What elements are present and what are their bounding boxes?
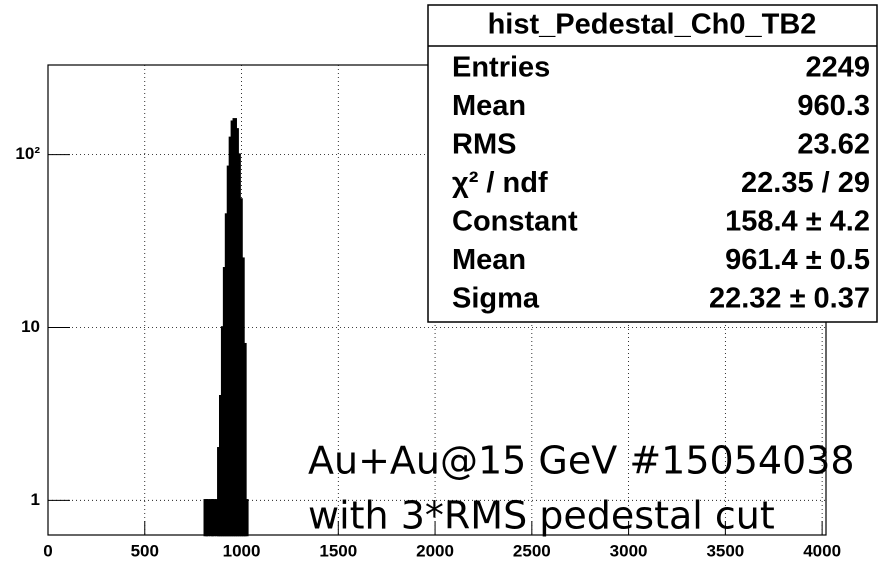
stats-value: 23.62: [797, 129, 870, 161]
stats-value: 960.3: [797, 90, 870, 122]
annotation: with 3*RMS pedestal cut: [308, 494, 775, 538]
annotation: Au+Au@15 GeV #15054038: [308, 439, 855, 483]
stats-title: hist_Pedestal_Ch0_TB2: [488, 9, 817, 41]
y-tick-label: 10²: [15, 144, 40, 163]
histogram-bar: [244, 499, 249, 537]
x-tick-label: 1000: [223, 541, 261, 560]
stats-label: χ² / ndf: [452, 167, 548, 199]
stats-value: 22.32 ± 0.37: [709, 283, 870, 315]
x-tick-label: 4000: [803, 541, 841, 560]
stats-box: [427, 4, 878, 323]
x-tick-label: 2500: [513, 541, 551, 560]
x-tick-label: 0: [43, 541, 52, 560]
stats-label: Entries: [452, 52, 550, 84]
stats-label: Mean: [452, 90, 526, 122]
stats-label: Constant: [452, 206, 578, 238]
stats-value: 158.4 ± 4.2: [725, 206, 870, 238]
stats-value: 961.4 ± 0.5: [725, 244, 870, 276]
x-tick-label: 3500: [706, 541, 744, 560]
stats-label: Sigma: [452, 283, 540, 315]
stats-label: Mean: [452, 244, 526, 276]
x-tick-label: 500: [131, 541, 159, 560]
stats-value: 2249: [805, 52, 870, 84]
x-tick-label: 3000: [610, 541, 648, 560]
histogram-bar: [211, 499, 216, 537]
x-tick-label: 1500: [319, 541, 357, 560]
y-tick-label: 10: [21, 317, 40, 336]
stats-value: 22.35 / 29: [741, 167, 870, 199]
histogram-bar: [205, 499, 210, 537]
y-tick-label: 1: [31, 490, 40, 509]
stats-label: RMS: [452, 129, 516, 161]
x-tick-label: 2000: [416, 541, 454, 560]
